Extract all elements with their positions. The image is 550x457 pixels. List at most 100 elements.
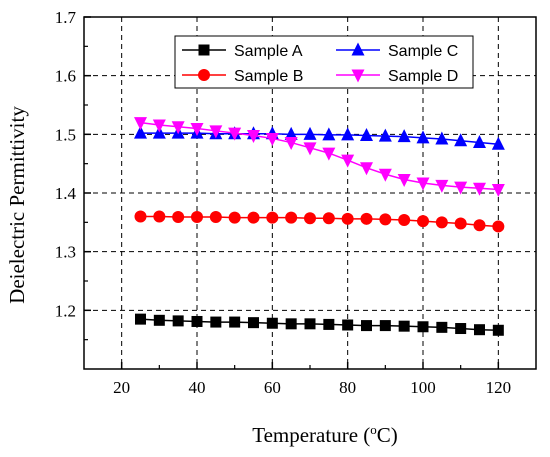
sample-c-point: [360, 128, 373, 142]
y-tick-label: 1.3: [55, 243, 76, 262]
x-tick-label: 60: [264, 378, 281, 397]
sample-b-point: [379, 213, 392, 226]
x-axis-title: Temperature (oC): [252, 422, 398, 447]
sample-b-point: [454, 217, 467, 230]
sample-a-point: [153, 314, 165, 326]
legend-marker: [198, 44, 210, 56]
legend-label: Sample D: [388, 68, 458, 85]
sample-b-point: [435, 216, 448, 229]
sample-c-point: [473, 135, 486, 149]
y-tick-label: 1.4: [55, 184, 77, 203]
sample-c-point: [322, 127, 336, 141]
legend-marker: [351, 42, 365, 56]
legend-label: Sample B: [234, 68, 303, 85]
sample-a-point: [191, 315, 203, 327]
legend-item-sample-c: Sample C: [336, 42, 458, 60]
sample-c-point: [341, 127, 355, 141]
sample-b-point: [285, 211, 298, 224]
y-tick-label: 1.5: [55, 125, 76, 144]
sample-d-series: [134, 117, 505, 197]
sample-b-point: [191, 211, 203, 224]
sample-d-point: [265, 132, 279, 146]
sample-c-point: [454, 133, 468, 147]
x-tick-label: 100: [410, 378, 436, 397]
legend-label: Sample A: [234, 43, 303, 60]
sample-b-point: [134, 210, 147, 223]
sample-b-point: [266, 211, 279, 224]
sample-d-point: [171, 121, 185, 135]
sample-a-point: [436, 321, 448, 333]
sample-b-point: [492, 220, 505, 233]
x-tick-label: 80: [339, 378, 356, 397]
sample-b-point: [228, 211, 241, 224]
legend: Sample A Sample B Sample C Sample D: [174, 35, 474, 89]
sample-c-point: [284, 126, 298, 140]
legend-item-sample-a: Sample A: [182, 43, 303, 60]
sample-c-series: [134, 125, 505, 150]
x-tick-label: 40: [189, 378, 206, 397]
x-axis-title-unit: C): [377, 423, 398, 447]
sample-a-point: [455, 323, 467, 335]
sample-b-point: [247, 211, 260, 224]
sample-b-point: [360, 212, 373, 225]
sample-b-point: [209, 211, 222, 224]
x-axis-title-superscript: o: [370, 422, 377, 437]
sample-a-point: [266, 317, 278, 329]
sample-d-point: [209, 125, 223, 139]
sample-a-series: [135, 313, 504, 336]
sample-c-point: [416, 130, 430, 144]
legend-box: [174, 35, 474, 89]
legend-label: Sample C: [388, 43, 458, 60]
sample-d-point: [247, 130, 260, 144]
sample-a-point: [229, 316, 241, 328]
sample-a-point: [361, 320, 372, 332]
sample-c-point: [378, 128, 392, 142]
sample-d-point: [228, 127, 242, 141]
legend-item-sample-b: Sample B: [182, 68, 303, 85]
sample-a-point: [342, 319, 354, 331]
sample-a-point: [379, 320, 391, 332]
x-tick-label: 20: [113, 378, 130, 397]
series-layer: [134, 117, 505, 336]
sample-b-point: [473, 219, 486, 232]
sample-c-point: [303, 126, 317, 140]
sample-c-point: [435, 131, 449, 145]
sample-d-point: [473, 182, 486, 196]
sample-d-point: [322, 147, 336, 161]
sample-b-point: [172, 211, 185, 224]
sample-d-point: [134, 117, 147, 131]
sample-d-point: [190, 122, 204, 136]
sample-d-point: [416, 177, 430, 191]
sample-d-point: [378, 168, 392, 182]
y-tick-label: 1.7: [55, 8, 77, 27]
sample-a-point: [323, 318, 335, 330]
legend-marker: [198, 69, 210, 81]
sample-d-point: [435, 179, 449, 193]
sample-d-point: [397, 174, 411, 188]
sample-a-point: [398, 320, 410, 332]
sample-d-point: [360, 162, 373, 176]
sample-b-point: [322, 212, 335, 225]
sample-d-point: [284, 137, 298, 151]
sample-b-point: [417, 215, 429, 228]
sample-d-point: [152, 119, 166, 133]
sample-d-point: [341, 154, 355, 168]
sample-b-series: [134, 210, 505, 233]
y-tick-label: 1.6: [55, 67, 76, 86]
sample-a-point: [285, 318, 297, 330]
sample-c-point: [491, 136, 505, 150]
sample-c-point: [134, 125, 147, 139]
sample-a-point: [248, 317, 259, 329]
y-axis-title: Deielectric Permittivity: [5, 106, 29, 304]
x-axis-title-text: Temperature (: [252, 423, 370, 447]
y-tick-label: 1.2: [55, 301, 76, 320]
ticks: 20 40 60 80 100 120 1.2 1.3 1.4 1.5 1.6 1.7: [55, 8, 511, 397]
sample-a-point: [417, 321, 429, 333]
sample-b-point: [153, 210, 166, 223]
legend-item-sample-d: Sample D: [336, 68, 458, 85]
sample-a-point: [474, 324, 485, 336]
sample-b-point: [341, 212, 354, 225]
sample-a-point: [210, 316, 222, 328]
sample-a-point: [172, 315, 184, 327]
